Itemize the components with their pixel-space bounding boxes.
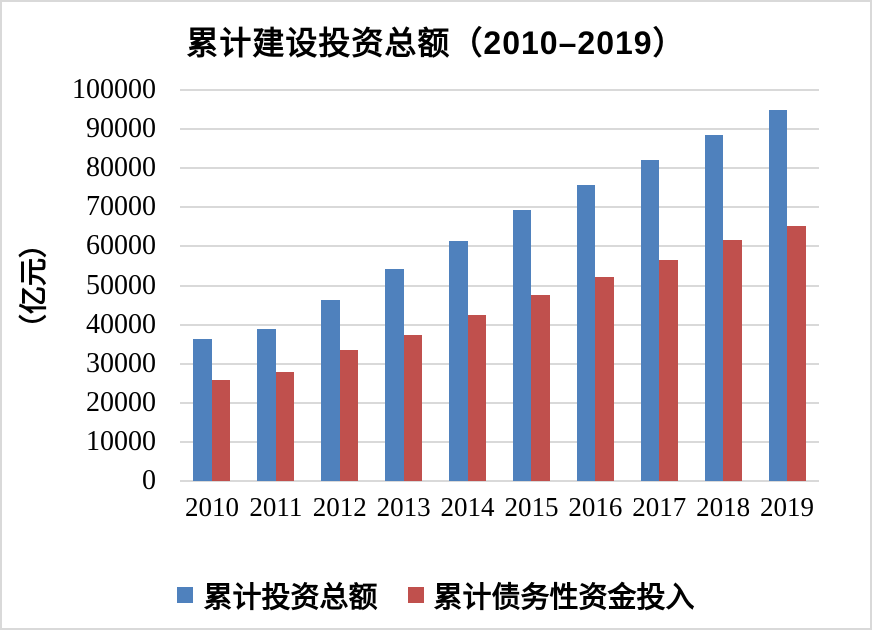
y-tick-label: 50000 <box>86 269 156 301</box>
gridline <box>180 480 819 482</box>
x-tick-label: 2017 <box>632 492 687 522</box>
x-axis-labels: 2010 2011 2012 2013 2014 2015 2016 2017 2018 2019 <box>180 492 819 526</box>
bar-累计债务性资金投入-2017 <box>659 260 678 481</box>
gridline <box>180 284 819 287</box>
x-tick-label: 2014 <box>440 492 495 522</box>
y-tick-label: 0 <box>142 465 156 496</box>
bar-累计投资总额-2015 <box>512 210 532 481</box>
bar-累计投资总额-2016 <box>576 184 596 481</box>
y-tick-label: 80000 <box>86 152 156 184</box>
bar-累计投资总额-2019 <box>768 109 788 481</box>
gridline <box>180 401 819 404</box>
gridline <box>180 362 819 365</box>
legend: 累计投资总额 累计债务性资金投入 <box>2 574 870 616</box>
y-tick-label: 40000 <box>86 308 156 340</box>
bar-累计债务性资金投入-2013 <box>403 335 423 481</box>
bar-累计债务性资金投入-2018 <box>723 240 742 481</box>
gridline <box>180 128 819 131</box>
bar-累计债务性资金投入-2015 <box>531 295 550 481</box>
chart-title: 累计建设投资总额（2010–2019） <box>186 25 686 61</box>
gridline <box>180 206 819 209</box>
x-tick-label: 2010 <box>184 492 239 522</box>
legend-item-series-1: 累计投资总额 <box>177 574 378 616</box>
bar-累计投资总额-2012 <box>321 300 340 481</box>
x-tick-label: 2016 <box>568 492 623 522</box>
bar-累计债务性资金投入-2011 <box>275 371 295 481</box>
legend-label: 累计债务性资金投入 <box>433 582 695 614</box>
y-axis-labels: 100000 90000 80000 70000 60000 50000 40000 3000… <box>2 74 166 496</box>
gridline <box>180 245 819 248</box>
legend-item-series-2: 累计债务性资金投入 <box>407 574 695 616</box>
bar-累计投资总额-2018 <box>704 135 724 481</box>
bar-累计债务性资金投入-2014 <box>467 315 487 481</box>
bar-累计债务性资金投入-2019 <box>787 226 806 481</box>
bar-累计投资总额-2014 <box>449 241 468 481</box>
bar-累计投资总额-2017 <box>640 160 660 481</box>
gridline <box>180 89 819 91</box>
legend-label: 累计投资总额 <box>203 582 378 614</box>
y-tick-label: 60000 <box>86 230 156 262</box>
x-tick-label: 2019 <box>760 492 815 522</box>
y-tick-label: 30000 <box>86 347 156 379</box>
x-tick-label: 2013 <box>376 492 431 522</box>
bar-累计投资总额-2010 <box>193 339 212 481</box>
y-tick-label: 100000 <box>72 74 156 105</box>
x-tick-label: 2015 <box>504 492 559 522</box>
gridline <box>180 167 819 170</box>
x-tick-label: 2018 <box>696 492 751 522</box>
gridline <box>180 440 819 443</box>
y-tick-label: 70000 <box>86 191 156 223</box>
gridline <box>180 323 819 326</box>
y-tick-label: 90000 <box>86 113 156 145</box>
x-tick-label: 2012 <box>312 492 367 522</box>
bar-累计债务性资金投入-2012 <box>339 350 359 481</box>
plot-area <box>180 89 819 482</box>
y-tick-label: 20000 <box>86 386 156 418</box>
y-tick-label: 10000 <box>86 425 156 457</box>
x-tick-label: 2011 <box>249 492 303 522</box>
legend-swatch <box>177 587 194 603</box>
bar-累计债务性资金投入-2010 <box>211 380 231 481</box>
bar-累计投资总额-2011 <box>257 329 276 481</box>
bar-累计债务性资金投入-2016 <box>595 276 614 481</box>
bar-累计投资总额-2013 <box>385 269 404 481</box>
legend-swatch <box>407 587 424 603</box>
